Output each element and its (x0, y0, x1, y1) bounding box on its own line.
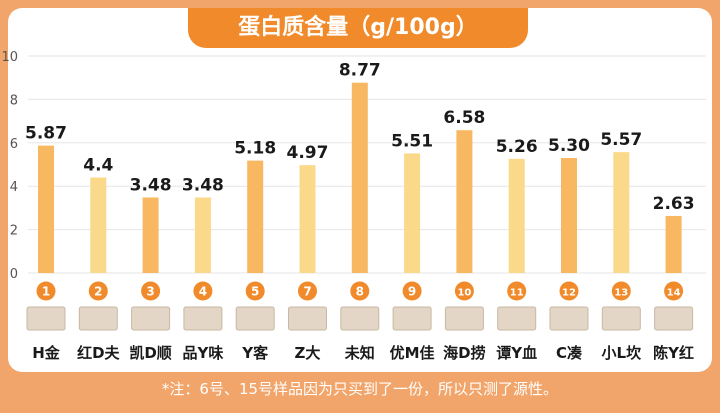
data-label: 5.57 (600, 130, 642, 150)
sample-number-badge (559, 281, 579, 301)
sample-number-badge (193, 281, 213, 301)
data-label: 2.63 (653, 194, 695, 214)
y-tick-label: 6 (10, 137, 18, 152)
data-label: 5.18 (234, 139, 276, 159)
data-label: 5.51 (391, 131, 433, 151)
sample-number-badge (454, 281, 474, 301)
data-label: 5.87 (25, 124, 67, 144)
product-thumbnail (131, 306, 171, 331)
sample-number: 10 (457, 288, 471, 299)
sample-number: 9 (408, 285, 416, 299)
sample-number: 3 (146, 285, 154, 299)
product-thumbnail (78, 306, 118, 331)
product-thumbnail (549, 306, 589, 331)
sample-number-badge (245, 281, 265, 301)
data-label: 4.97 (287, 143, 329, 163)
chart-title: 蛋白质含量（g/100g） (188, 8, 528, 48)
sample-number-badge (141, 281, 161, 301)
data-label: 6.58 (443, 108, 485, 128)
sample-number: 2 (94, 285, 102, 299)
x-tick-label: Z大 (295, 344, 321, 362)
sample-number-badge (350, 281, 370, 301)
x-tick-label: 谭Y血 (496, 344, 537, 362)
data-label: 4.4 (83, 156, 113, 176)
sample-number-badge (88, 281, 108, 301)
bar (665, 215, 682, 273)
sample-number-badge (298, 281, 317, 301)
bar (456, 130, 473, 273)
bar (613, 152, 630, 273)
footnote: *注：6号、15号样品因为只买到了一份，所以只测了源性。 (161, 380, 559, 398)
bar (194, 197, 211, 273)
product-thumbnail (340, 306, 380, 331)
sample-number: 12 (562, 288, 576, 299)
sample-number-badge (402, 281, 422, 301)
bar (299, 165, 316, 273)
x-tick-label: H金 (32, 344, 61, 362)
bar (38, 145, 54, 273)
sample-number: 1 (42, 285, 50, 299)
y-tick-label: 2 (10, 224, 18, 239)
bar (247, 160, 264, 273)
bar (508, 158, 525, 273)
bar (142, 197, 159, 273)
y-tick-label: 10 (1, 50, 18, 65)
data-label: 3.48 (182, 175, 224, 195)
data-label: 5.26 (496, 137, 538, 157)
bar (561, 157, 577, 273)
data-label: 5.30 (548, 136, 590, 156)
bar (351, 82, 368, 273)
x-tick-label: 海D捞 (443, 344, 485, 362)
sample-number-badge (611, 281, 631, 301)
sample-number-badge (36, 281, 56, 301)
x-tick-label: C凑 (556, 344, 583, 362)
product-thumbnail (183, 306, 223, 331)
x-tick-label: 陈Y红 (653, 344, 694, 362)
data-label: 8.77 (339, 61, 381, 81)
y-tick-label: 8 (10, 93, 18, 108)
product-thumbnail (497, 306, 537, 331)
data-label: 3.48 (130, 175, 172, 195)
product-thumbnail (654, 306, 694, 331)
product-thumbnail (288, 306, 327, 331)
x-tick-label: 品Y味 (182, 344, 223, 362)
sample-number-badge (507, 281, 527, 301)
product-thumbnail (444, 306, 484, 331)
product-thumbnail (235, 306, 275, 331)
product-thumbnail (601, 306, 641, 331)
sample-number: 13 (614, 288, 628, 299)
y-tick-label: 0 (10, 267, 18, 282)
x-tick-label: 小L坎 (602, 344, 642, 362)
sample-number: 14 (667, 288, 681, 299)
sample-number: 8 (356, 285, 364, 299)
x-tick-label: 优M佳 (390, 344, 435, 362)
x-tick-label: 未知 (344, 344, 375, 362)
x-tick-label: 红D夫 (77, 344, 120, 362)
product-thumbnail (392, 306, 432, 331)
sample-number-badge (664, 281, 684, 301)
x-tick-label: Y客 (241, 344, 269, 362)
bar (90, 177, 107, 273)
bar (404, 153, 421, 273)
sample-number: 11 (510, 288, 524, 299)
product-thumbnail (26, 306, 66, 331)
sample-number: 4 (199, 285, 207, 299)
sample-number: 7 (303, 285, 311, 299)
sample-number: 5 (251, 285, 259, 299)
y-tick-label: 4 (10, 180, 18, 195)
x-tick-label: 凯D顺 (129, 344, 171, 362)
